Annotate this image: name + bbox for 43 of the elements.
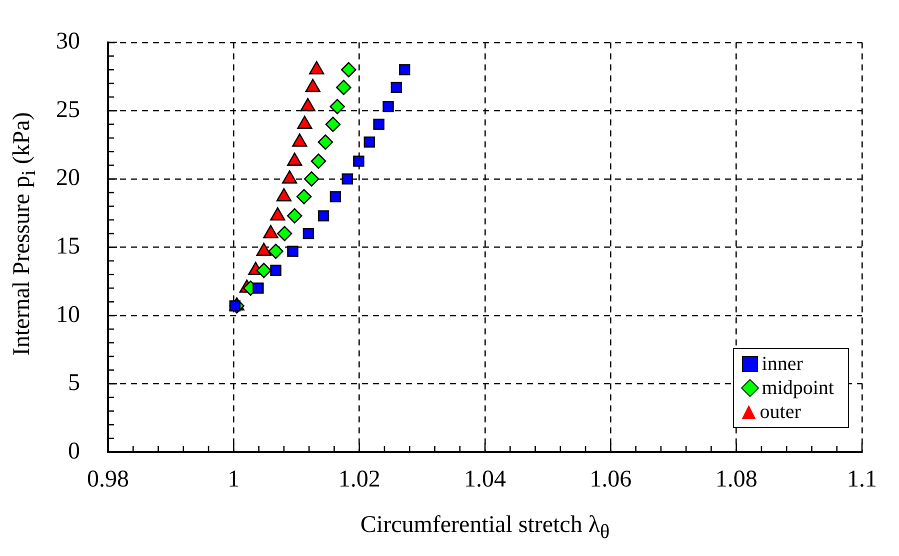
x-tick-label: 1.04 — [464, 466, 506, 493]
point — [325, 116, 341, 132]
point — [304, 171, 320, 187]
point — [330, 98, 345, 114]
legend-label: outer — [760, 400, 801, 424]
point — [252, 282, 264, 294]
point — [342, 173, 353, 185]
point — [296, 189, 312, 204]
point — [276, 226, 292, 242]
point — [330, 191, 342, 202]
point — [318, 134, 334, 150]
point — [364, 136, 375, 148]
point — [353, 156, 364, 167]
x-tick-label: 0.98 — [87, 466, 129, 493]
legend-label: midpoint — [762, 376, 834, 400]
x-axis-title: Circumferential stretch λ$_{θ}$ — [359, 512, 611, 544]
y-tick-label: 0 — [68, 438, 80, 464]
x-tick-label: 1 — [228, 466, 240, 493]
point — [398, 64, 410, 76]
point — [268, 244, 284, 259]
legend-label: inner — [762, 352, 803, 376]
point — [382, 100, 394, 112]
y-tick-label: 15 — [56, 233, 80, 260]
point — [302, 228, 314, 240]
x-tick-label: 1.1 — [847, 466, 877, 493]
point — [270, 264, 282, 276]
x-tick-label: 1.06 — [590, 466, 632, 493]
point — [286, 208, 302, 224]
point — [318, 210, 330, 222]
point — [336, 80, 352, 96]
point — [390, 82, 402, 94]
x-tick-label: 1.02 — [338, 466, 380, 493]
point — [256, 262, 272, 278]
y-tick-label: 5 — [68, 370, 80, 396]
y-tick-label: 20 — [56, 165, 80, 192]
point — [341, 62, 356, 78]
y-tick-label: 25 — [56, 96, 80, 123]
y-tick-label: 10 — [56, 302, 80, 328]
point — [373, 118, 384, 130]
point — [310, 154, 326, 169]
point — [287, 246, 298, 257]
y-tick-label: 30 — [56, 28, 80, 55]
x-tick-label: 1.08 — [715, 466, 758, 493]
